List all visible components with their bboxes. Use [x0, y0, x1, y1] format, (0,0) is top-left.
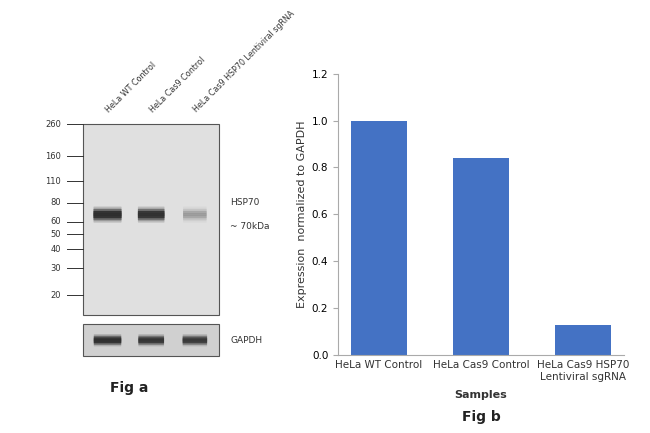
Text: 80: 80: [51, 198, 61, 207]
FancyBboxPatch shape: [183, 209, 207, 216]
Text: 60: 60: [51, 217, 61, 226]
FancyBboxPatch shape: [94, 339, 122, 345]
FancyBboxPatch shape: [183, 336, 207, 342]
FancyBboxPatch shape: [138, 213, 164, 220]
Text: 160: 160: [46, 152, 61, 161]
FancyBboxPatch shape: [183, 337, 207, 343]
Text: 110: 110: [46, 177, 61, 186]
Text: 50: 50: [51, 229, 61, 239]
FancyBboxPatch shape: [94, 337, 122, 343]
Text: 30: 30: [51, 264, 61, 273]
Text: HeLa Cas9 Control: HeLa Cas9 Control: [148, 55, 207, 114]
Text: HeLa WT Control: HeLa WT Control: [104, 61, 158, 114]
FancyBboxPatch shape: [138, 334, 164, 340]
Text: HeLa Cas9 HSP70 Lentiviral sgRNA: HeLa Cas9 HSP70 Lentiviral sgRNA: [191, 10, 296, 114]
FancyBboxPatch shape: [94, 211, 122, 218]
Text: GAPDH: GAPDH: [230, 336, 263, 345]
FancyBboxPatch shape: [138, 336, 164, 342]
Text: HSP70: HSP70: [230, 198, 260, 207]
FancyBboxPatch shape: [94, 334, 122, 340]
FancyBboxPatch shape: [138, 215, 164, 223]
FancyBboxPatch shape: [94, 209, 122, 216]
FancyBboxPatch shape: [138, 339, 164, 345]
FancyBboxPatch shape: [183, 334, 207, 340]
FancyBboxPatch shape: [94, 341, 122, 346]
Text: Fig b: Fig b: [462, 410, 501, 424]
FancyBboxPatch shape: [183, 339, 207, 345]
FancyBboxPatch shape: [94, 213, 122, 220]
FancyBboxPatch shape: [183, 341, 207, 346]
FancyBboxPatch shape: [138, 207, 164, 214]
FancyBboxPatch shape: [138, 337, 164, 343]
FancyBboxPatch shape: [138, 211, 164, 218]
Bar: [83, 324, 220, 356]
FancyBboxPatch shape: [94, 207, 122, 214]
Text: 20: 20: [51, 291, 61, 300]
Bar: [83, 124, 220, 314]
Text: 40: 40: [51, 245, 61, 254]
FancyBboxPatch shape: [183, 211, 207, 218]
X-axis label: Samples: Samples: [454, 390, 508, 400]
Text: 260: 260: [46, 120, 61, 129]
Text: Fig a: Fig a: [110, 381, 149, 394]
Bar: [555, 325, 611, 355]
FancyBboxPatch shape: [94, 336, 122, 342]
FancyBboxPatch shape: [183, 213, 207, 220]
FancyBboxPatch shape: [138, 341, 164, 346]
FancyBboxPatch shape: [94, 215, 122, 223]
Bar: [351, 120, 407, 355]
Bar: [453, 158, 509, 355]
Y-axis label: Expression  normalized to GAPDH: Expression normalized to GAPDH: [298, 120, 307, 308]
Text: ~ 70kDa: ~ 70kDa: [230, 222, 270, 231]
FancyBboxPatch shape: [138, 209, 164, 216]
